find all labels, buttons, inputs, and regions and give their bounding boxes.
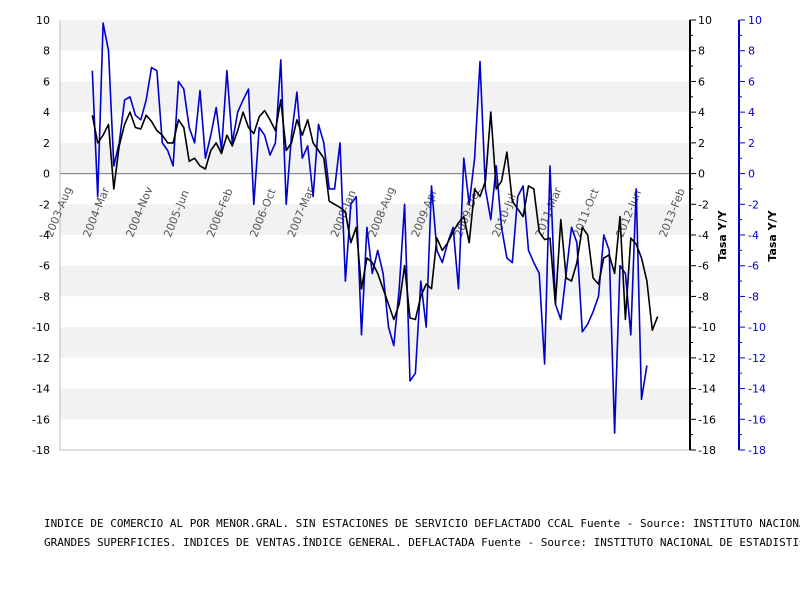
y-left-tick-label: -16 (32, 413, 50, 426)
y-right-black-tick-label: 2 (698, 137, 705, 150)
y-right-blue-tick-label: -18 (748, 444, 766, 457)
y-left-tick-label: 6 (43, 75, 50, 88)
series-line-0 (91, 99, 659, 332)
y-right-blue-tick-label: -12 (748, 352, 766, 365)
y-left-tick-label: -14 (32, 383, 50, 396)
y-left-tick-label: 10 (36, 14, 50, 27)
y-right-black-tick-label: 4 (698, 106, 705, 119)
y-axis-left: -18 -16 -14 -12 -10 -8 -6 -4 -2 0 2 4 6 8 10 (32, 14, 50, 457)
y-right-blue-tick-label: -8 (748, 290, 759, 303)
legend-item-0: INDICE DE COMERCIO AL POR MENOR.GRAL. SI… (36, 514, 800, 533)
y-left-tick-label: -4 (39, 229, 50, 242)
y-left-tick-label: -18 (32, 444, 50, 457)
y-right-blue-tick-label: -6 (748, 260, 759, 273)
grid-band (60, 419, 690, 450)
y-right-blue-tick-label: 0 (748, 168, 755, 181)
y-right-blue-tick-label: -10 (748, 321, 766, 334)
y-right-black-tick-label: 6 (698, 75, 705, 88)
y-right-black-tick-label: -18 (698, 444, 716, 457)
y-right-blue-tick-label: 10 (748, 14, 762, 27)
grid-band (60, 20, 690, 51)
y-axis-right-blue-title: Tasa Y/Y (766, 209, 779, 261)
y-left-tick-label: -6 (39, 260, 50, 273)
y-right-black-tick-label: -16 (698, 413, 716, 426)
y-right-blue-tick-label: -2 (748, 198, 759, 211)
grid-band (60, 357, 690, 389)
grid-band (60, 388, 690, 420)
legend-label-1: GRANDES SUPERFICIES. INDICES DE VENTAS.Í… (44, 535, 800, 549)
y-right-blue-tick-label: -16 (748, 413, 766, 426)
y-right-blue-tick-label: 4 (748, 106, 755, 119)
series-line-1 (91, 22, 648, 434)
chart: 2003-Aug 2004-Mar 2004-Nov 2005-Jun 2006-Feb… (32, 14, 779, 457)
y-right-black-tick-label: -2 (698, 198, 709, 211)
grid-band (60, 173, 690, 205)
y-right-black-tick-label: 0 (698, 168, 705, 181)
grid-band (60, 296, 690, 328)
y-left-tick-label: 4 (43, 106, 50, 119)
y-right-blue-tick-label: 6 (748, 75, 755, 88)
y-right-black-tick-label: -14 (698, 383, 716, 396)
y-left-tick-label: 8 (43, 45, 50, 58)
y-right-blue-tick-label: 8 (748, 45, 755, 58)
y-right-black-tick-label: -12 (698, 352, 716, 365)
y-right-black-tick-label: -8 (698, 290, 709, 303)
grid-band (60, 327, 690, 358)
y-left-tick-label: 2 (43, 137, 50, 150)
legend: INDICE DE COMERCIO AL POR MENOR.GRAL. SI… (36, 514, 800, 552)
legend-label-0: INDICE DE COMERCIO AL POR MENOR.GRAL. SI… (44, 516, 800, 530)
y-right-blue-tick-label: -14 (748, 383, 766, 396)
y-left-tick-label: -12 (32, 352, 50, 365)
y-axis-right-black: -18 -16 -14 -12 -10 -8 -6 -4 -2 0 2 4 6 8 10 (689, 14, 716, 457)
legend-item-1: GRANDES SUPERFICIES. INDICES DE VENTAS.Í… (36, 533, 800, 552)
grid-band (60, 265, 690, 297)
series-lines (91, 22, 659, 434)
y-right-blue-tick-label: 2 (748, 137, 755, 150)
y-axis-right-blue: -18 -16 -14 -12 -10 -8 -6 -4 -2 0 2 4 6 8 10 (738, 14, 766, 457)
y-right-black-tick-label: -4 (698, 229, 709, 242)
y-left-tick-label: -2 (39, 198, 50, 211)
grid-band (60, 142, 690, 174)
y-left-tick-label: -10 (32, 321, 50, 334)
y-right-black-tick-label: 8 (698, 45, 705, 58)
y-right-black-tick-label: -10 (698, 321, 716, 334)
y-left-tick-label: -8 (39, 290, 50, 303)
y-left-tick-label: 0 (43, 168, 50, 181)
y-right-black-tick-label: 10 (698, 14, 712, 27)
grid-band (60, 81, 690, 113)
y-right-blue-tick-label: -4 (748, 229, 759, 242)
grid-band (60, 50, 690, 82)
y-axis-right-black-title: Tasa Y/Y (716, 209, 729, 261)
y-right-black-tick-label: -6 (698, 260, 709, 273)
